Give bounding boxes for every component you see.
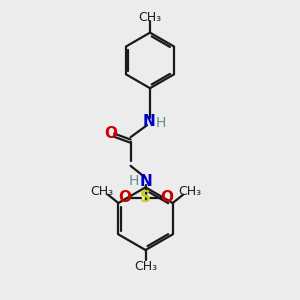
- Text: H: H: [129, 174, 140, 188]
- Text: N: N: [139, 174, 152, 189]
- Text: O: O: [104, 126, 117, 141]
- Text: H: H: [155, 116, 166, 130]
- Text: S: S: [140, 190, 151, 205]
- Text: N: N: [143, 114, 156, 129]
- Text: CH₃: CH₃: [134, 260, 157, 273]
- Text: CH₃: CH₃: [178, 185, 201, 198]
- Text: CH₃: CH₃: [138, 11, 162, 24]
- Text: O: O: [160, 190, 173, 205]
- Text: CH₃: CH₃: [90, 185, 113, 198]
- Text: O: O: [118, 190, 131, 205]
